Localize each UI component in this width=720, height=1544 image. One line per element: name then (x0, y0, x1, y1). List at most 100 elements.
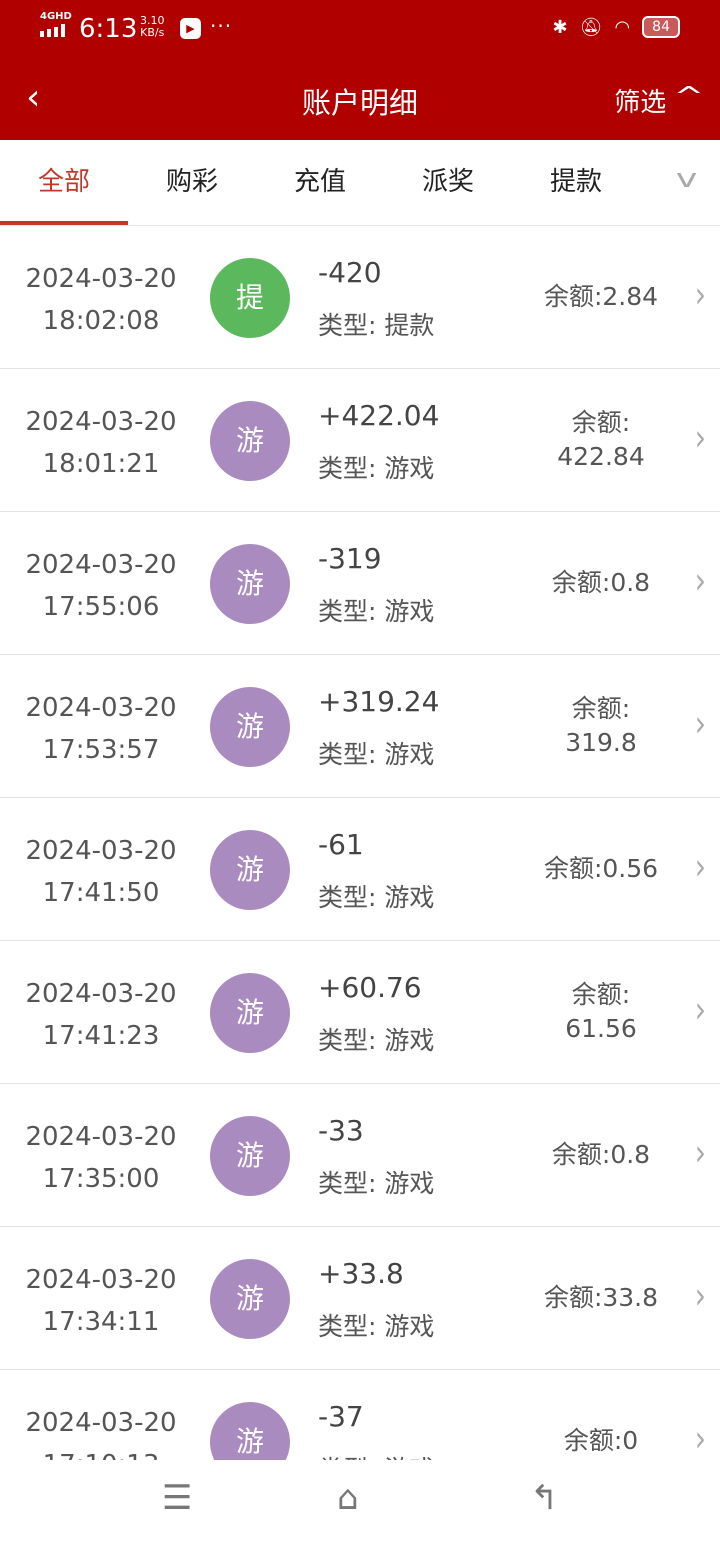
type-label: 类型: 游戏 (318, 1026, 435, 1055)
transaction-row[interactable]: 2024-03-20 17:34:11 游 +33.8 类型: 游戏 余额:33.… (0, 1227, 720, 1370)
chevron-right-icon: › (694, 702, 706, 745)
chevron-right-icon: › (694, 559, 706, 602)
balance-label: 余额: (571, 408, 631, 437)
chevron-down-icon[interactable]: v (675, 164, 698, 194)
transaction-row[interactable]: 2024-03-20 17:41:50 游 -61 类型: 游戏 余额:0.56 … (0, 798, 720, 941)
type-label: 类型: 游戏 (318, 597, 435, 626)
time: 17:55:06 (42, 592, 160, 622)
date: 2024-03-20 (25, 264, 177, 294)
time: 17:10:13 (20, 1444, 182, 1460)
balance-value: 0.8 (610, 1140, 651, 1169)
time: 18:02:08 (42, 306, 160, 336)
date: 2024-03-20 (25, 407, 177, 437)
datetime: 2024-03-20 17:10:13 (20, 1402, 182, 1460)
menu-icon[interactable]: ☰ (162, 1478, 193, 1518)
amount: -61 (318, 828, 364, 861)
type-badge: 游 (210, 1116, 290, 1196)
time: 17:53:57 (42, 735, 160, 765)
balance: 余额:0.8 (526, 1084, 676, 1226)
balance-value: 0.8 (610, 568, 651, 597)
speed-unit: KB/s (140, 26, 165, 39)
home-icon[interactable]: ⌂ (337, 1478, 359, 1518)
balance-value: 319.8 (565, 728, 637, 757)
app-header: ‹ 账户明细 筛选 ^ (0, 60, 720, 140)
network-type: 4GHD (40, 11, 72, 22)
transaction-list[interactable]: 2024-03-20 18:02:08 提 -420 类型: 提款 余额:2.84… (0, 226, 720, 1460)
wifi-icon: ◠ (614, 16, 631, 38)
balance: 余额:2.84 (526, 226, 676, 368)
type-label: 类型: 游戏 (318, 883, 435, 912)
type-label: 类型: 游戏 (318, 1450, 434, 1460)
transaction-row[interactable]: 2024-03-20 18:01:21 游 +422.04 类型: 游戏 余额: 4… (0, 369, 720, 512)
datetime: 2024-03-20 18:02:08 (20, 258, 182, 342)
datetime: 2024-03-20 17:55:06 (20, 544, 182, 628)
signal-icon (40, 24, 65, 37)
type-label: 类型: 游戏 (318, 454, 435, 483)
amount: -420 (318, 256, 382, 289)
type-label: 类型: 游戏 (318, 740, 435, 769)
type-label: 类型: 游戏 (318, 1169, 435, 1198)
chevron-up-icon: ^ (673, 82, 705, 112)
type-badge: 游 (210, 544, 290, 624)
balance-label: 余额: (551, 568, 611, 597)
balance: 余额:0.8 (526, 512, 676, 654)
speed-value: 3.10 (140, 14, 165, 27)
tab-1[interactable]: 购彩 (165, 167, 218, 197)
balance-value: 0 (622, 1426, 639, 1455)
type-badge: 游 (210, 401, 290, 481)
media-play-icon: ▶ (180, 18, 201, 39)
datetime: 2024-03-20 17:41:23 (20, 973, 182, 1057)
balance-label: 余额: (551, 1140, 611, 1169)
tab-4[interactable]: 提款 (549, 167, 602, 197)
date: 2024-03-20 (25, 1265, 177, 1295)
amount: +60.76 (318, 971, 422, 1004)
amount: -33 (318, 1114, 364, 1147)
date: 2024-03-20 (25, 693, 177, 723)
chevron-right-icon: › (694, 1131, 706, 1174)
date: 2024-03-20 (25, 550, 177, 580)
tab-3[interactable]: 派奖 (421, 167, 474, 197)
filter-button[interactable]: 筛选 ^ (614, 82, 704, 119)
transaction-row[interactable]: 2024-03-20 17:55:06 游 -319 类型: 游戏 余额:0.8 … (0, 512, 720, 655)
balance: 余额:33.8 (526, 1227, 676, 1369)
chevron-right-icon: › (694, 845, 706, 888)
mute-bell-icon: 🔕︎ (579, 16, 603, 38)
transaction-row[interactable]: 2024-03-20 17:41:23 游 +60.76 类型: 游戏 余额: 61… (0, 941, 720, 1084)
tab-0[interactable]: 全部 (0, 140, 128, 225)
balance-value: 33.8 (602, 1283, 659, 1312)
datetime: 2024-03-20 18:01:21 (20, 401, 182, 485)
transaction-row[interactable]: 2024-03-20 17:35:00 游 -33 类型: 游戏 余额:0.8 › (0, 1084, 720, 1227)
date: 2024-03-20 (25, 979, 177, 1009)
transaction-row[interactable]: 2024-03-20 18:02:08 提 -420 类型: 提款 余额:2.84… (0, 226, 720, 369)
back-button[interactable]: ‹ (26, 78, 40, 118)
balance-value: 2.84 (602, 282, 659, 311)
page-title: 账户明细 (301, 86, 418, 120)
date: 2024-03-20 (25, 836, 177, 866)
transaction-row[interactable]: 2024-03-20 17:10:13 游 -37 类型: 游戏 余额:0 › (0, 1370, 720, 1460)
time: 17:34:11 (42, 1307, 160, 1337)
back-nav-icon[interactable]: ↰ (530, 1478, 559, 1518)
balance-label: 余额: (543, 282, 603, 311)
network-speed: 3.10 KB/s (140, 15, 165, 39)
type-badge: 提 (210, 258, 290, 338)
balance: 余额: 422.84 (526, 369, 676, 511)
balance-value: 61.56 (565, 1014, 637, 1043)
transaction-row[interactable]: 2024-03-20 17:53:57 游 +319.24 类型: 游戏 余额: 3… (0, 655, 720, 798)
chevron-left-icon: ‹ (26, 77, 41, 118)
type-badge: 游 (210, 1259, 290, 1339)
balance-value: 422.84 (557, 442, 645, 471)
type-badge: 游 (210, 830, 290, 910)
type-badge: 游 (210, 973, 290, 1053)
balance-value: 0.56 (602, 854, 659, 883)
time: 17:41:23 (42, 1021, 160, 1051)
chevron-right-icon: › (694, 988, 706, 1031)
amount: +319.24 (318, 685, 440, 718)
amount: -319 (318, 542, 382, 575)
amount: +422.04 (318, 399, 440, 432)
datetime: 2024-03-20 17:35:00 (20, 1116, 182, 1200)
balance-label: 余额: (571, 980, 631, 1009)
more-notifications-icon: ··· (210, 14, 233, 38)
time: 17:41:50 (42, 878, 160, 908)
tab-2[interactable]: 充值 (293, 167, 346, 197)
balance-label: 余额: (563, 1426, 623, 1455)
